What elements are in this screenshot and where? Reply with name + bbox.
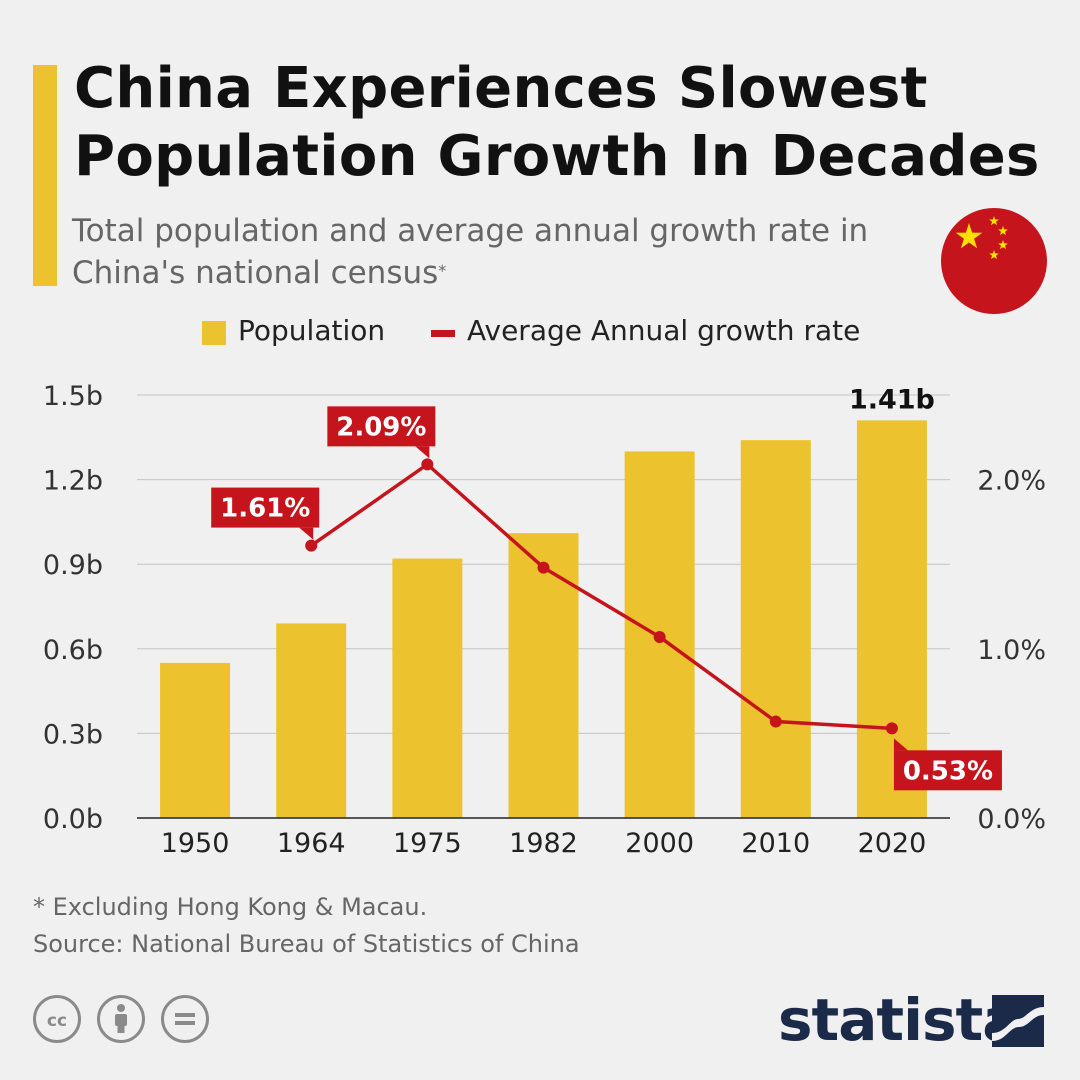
- license-icons: cc: [33, 995, 223, 1049]
- growth-point-1982: [537, 561, 550, 574]
- x-tick-label: 2020: [858, 828, 927, 859]
- growth-annotation-label: 1.61%: [220, 494, 310, 524]
- y-left-tick-label: 0.6b: [43, 635, 103, 666]
- x-tick-label: 1975: [393, 828, 462, 859]
- x-tick-label: 2010: [741, 828, 810, 859]
- title-accent-bar: [33, 65, 57, 286]
- growth-annotation-label: 2.09%: [336, 412, 426, 442]
- growth-annotation-label: 0.53%: [903, 756, 993, 786]
- cc-license-icon[interactable]: cc: [33, 995, 81, 1043]
- bar-1975: [392, 558, 463, 818]
- y-left-tick-label: 1.2b: [43, 466, 103, 497]
- y-right-tick-label: 2.0%: [977, 466, 1046, 497]
- china-flag-icon: [941, 208, 1047, 314]
- y-left-tick-label: 0.0b: [43, 804, 103, 835]
- legend-population-label: Population: [238, 314, 386, 347]
- growth-point-1975: [421, 458, 434, 471]
- brand-name: statista: [778, 986, 1021, 1054]
- legend-growth-rate-swatch: [431, 330, 455, 337]
- y-left-tick-label: 1.5b: [43, 381, 103, 412]
- subtitle-text: Total population and average annual grow…: [72, 213, 869, 291]
- growth-annotation-box: [893, 750, 1002, 791]
- x-tick-label: 1982: [509, 828, 578, 859]
- bar-1950: [160, 662, 231, 818]
- x-tick-label: 1950: [161, 828, 230, 859]
- statista-logo[interactable]: statista: [778, 986, 1053, 1054]
- x-tick-label: 2000: [625, 828, 694, 859]
- bar-2010: [740, 440, 811, 818]
- chart-legend: Population Average Annual growth rate: [0, 312, 1080, 352]
- legend-growth-rate-label: Average Annual growth rate: [467, 314, 861, 347]
- no-derivatives-icon[interactable]: [161, 995, 209, 1043]
- y-right-tick-label: 0.0%: [977, 804, 1046, 835]
- growth-annotation-box: [327, 406, 436, 447]
- source-text: Source: National Bureau of Statistics of…: [33, 930, 580, 958]
- y-left-tick-label: 0.9b: [43, 550, 103, 581]
- legend-population-swatch: [202, 321, 226, 345]
- growth-point-2010: [769, 715, 782, 728]
- svg-text:cc: cc: [47, 1011, 67, 1031]
- growth-point-2020: [885, 722, 898, 735]
- chart-subtitle: Total population and average annual grow…: [72, 210, 902, 294]
- growth-rate-line: [310, 462, 893, 731]
- growth-point-2000: [653, 630, 666, 643]
- subtitle-footnote-mark: *: [438, 261, 447, 280]
- growth-annotation-box: [211, 487, 320, 528]
- growth-annotation-pointer: [415, 446, 430, 459]
- attribution-icon[interactable]: [97, 995, 145, 1043]
- chart-title: China Experiences Slowest Population Gro…: [74, 56, 1040, 189]
- statista-logo-icon: [992, 995, 1044, 1047]
- y-left-tick-label: 0.3b: [43, 719, 103, 750]
- bar-1964: [276, 623, 347, 818]
- y-right-tick-label: 1.0%: [977, 635, 1046, 666]
- growth-point-1964: [305, 539, 318, 552]
- footnote: * Excluding Hong Kong & Macau.: [33, 893, 428, 921]
- growth-annotation-pointer: [893, 738, 908, 751]
- bar-value-label: 1.41b: [849, 384, 935, 415]
- x-tick-label: 1964: [277, 828, 346, 859]
- bar-1982: [508, 533, 579, 818]
- growth-annotation-pointer: [299, 527, 314, 540]
